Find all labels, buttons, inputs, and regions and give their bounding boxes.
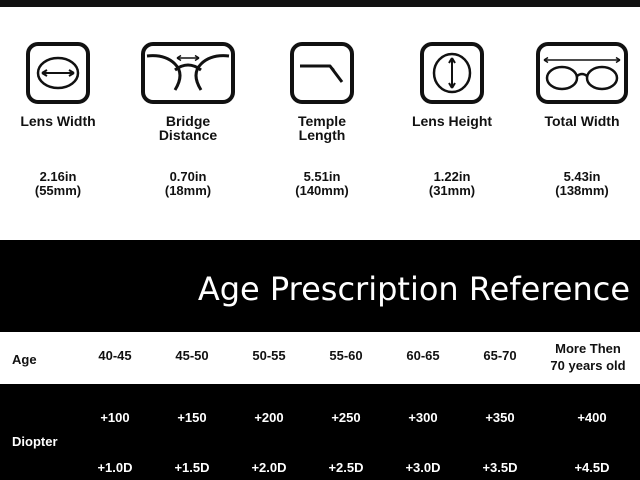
top-divider bbox=[0, 0, 640, 7]
measurement-label: Total Width bbox=[544, 113, 620, 129]
measurement-lens-width: Lens Width 2.16in (55mm) bbox=[0, 42, 122, 198]
measurement-value: 1.22in (31mm) bbox=[428, 169, 476, 198]
measurement-value: 5.51in (140mm) bbox=[295, 169, 349, 198]
diopter-d: +3.5D bbox=[482, 460, 518, 475]
diopter-plus: +200 bbox=[254, 410, 284, 425]
diopter-plus: +100 bbox=[100, 410, 130, 425]
age-cell: 65-70 bbox=[483, 348, 517, 363]
age-label: Age bbox=[12, 352, 37, 367]
diopter-plus: +350 bbox=[485, 410, 515, 425]
total-width-icon bbox=[536, 42, 628, 104]
age-cell: 40-45 bbox=[98, 348, 132, 363]
measurement-bridge-distance: Bridge Distance 0.70in (18mm) bbox=[124, 42, 252, 198]
measurement-temple-length: Temple Length 5.51in (140mm) bbox=[258, 42, 386, 198]
diopter-plus: +300 bbox=[408, 410, 438, 425]
age-cell: 55-60 bbox=[329, 348, 363, 363]
temple-length-icon bbox=[290, 42, 354, 104]
age-cell-over-70: More Then 70 years old bbox=[550, 341, 626, 373]
bridge-distance-icon bbox=[141, 42, 235, 104]
measurement-value: 2.16in (55mm) bbox=[34, 169, 82, 198]
age-cell: 60-65 bbox=[406, 348, 440, 363]
measurement-label: Bridge Distance bbox=[158, 113, 218, 143]
measurement-value: 5.43in (138mm) bbox=[555, 169, 609, 198]
diopter-d: +1.5D bbox=[174, 460, 210, 475]
diopter-d: +3.0D bbox=[405, 460, 441, 475]
diopter-d: +1.0D bbox=[97, 460, 133, 475]
diopter-d: +4.5D bbox=[574, 460, 610, 475]
diopter-d: +2.5D bbox=[328, 460, 364, 475]
measurement-label: Lens Width bbox=[20, 113, 96, 129]
diopter-plus: +250 bbox=[331, 410, 361, 425]
age-cell: 50-55 bbox=[252, 348, 286, 363]
lens-height-icon bbox=[420, 42, 484, 104]
age-row: Age 40-45 45-50 50-55 55-60 60-65 65-70 … bbox=[0, 332, 640, 384]
banner-title: Age Prescription Reference bbox=[197, 270, 630, 308]
diopter-block: Diopter +100 +150 +200 +250 +300 +350 +4… bbox=[0, 384, 640, 480]
measurement-label: Lens Height bbox=[411, 113, 493, 129]
age-cell: 45-50 bbox=[175, 348, 209, 363]
measurement-value: 0.70in (18mm) bbox=[164, 169, 212, 198]
lens-width-icon bbox=[26, 42, 90, 104]
diopter-plus: +150 bbox=[177, 410, 207, 425]
measurement-label: Temple Length bbox=[298, 113, 346, 143]
diopter-plus: +400 bbox=[577, 410, 607, 425]
banner bbox=[0, 240, 640, 332]
measurement-lens-height: Lens Height 1.22in (31mm) bbox=[388, 42, 516, 198]
diopter-label: Diopter bbox=[12, 434, 58, 449]
diopter-d: +2.0D bbox=[251, 460, 287, 475]
measurement-total-width: Total Width 5.43in (138mm) bbox=[518, 42, 640, 198]
